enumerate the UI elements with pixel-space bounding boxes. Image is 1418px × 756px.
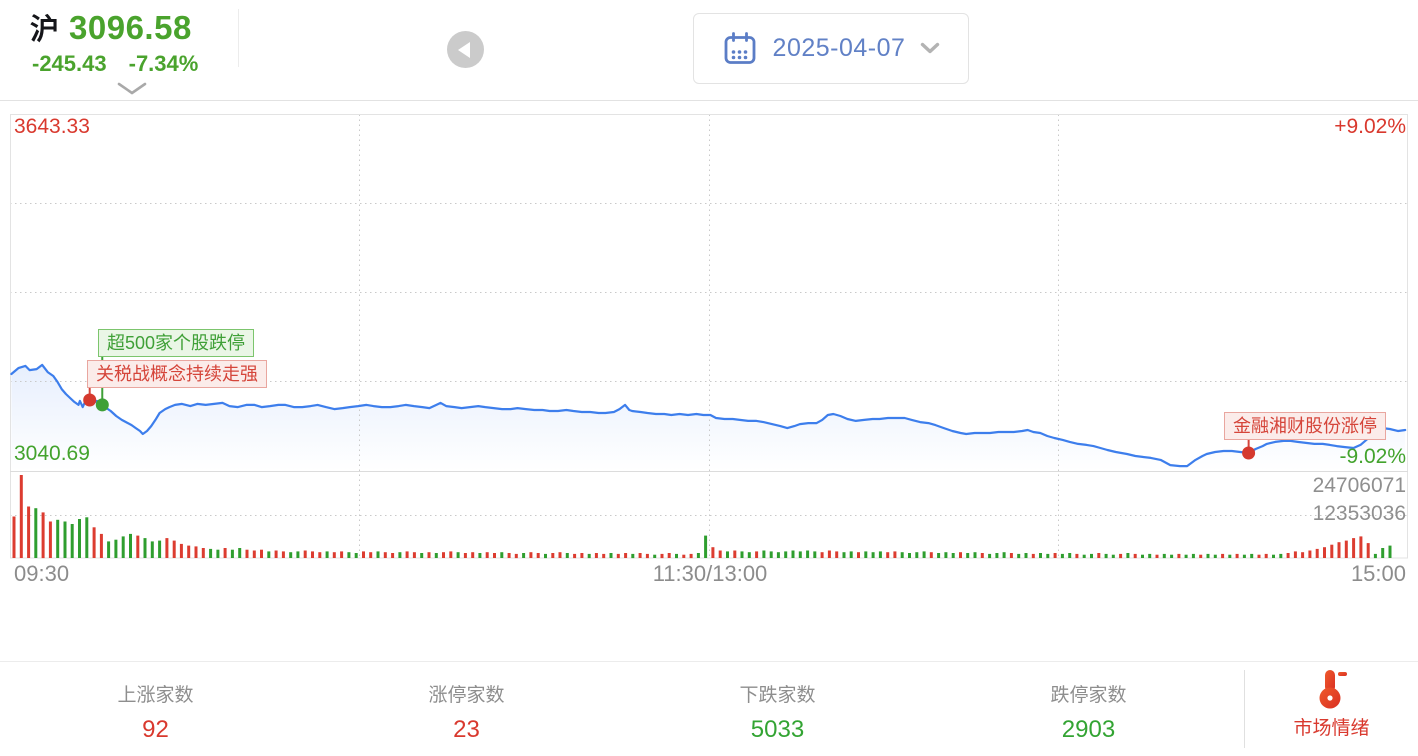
chevron-down-icon [921, 42, 940, 54]
date-picker[interactable]: 2025-04-07 [693, 13, 969, 84]
thermometer-icon [1319, 670, 1347, 709]
axis-price-high: 3643.33 [14, 115, 90, 138]
intraday-chart[interactable]: 3643.33 +9.02% 3040.69 -9.02% 24706071 1… [0, 101, 1418, 661]
axis-pct-high: +9.02% [1334, 115, 1406, 138]
axis-price-low: 3040.69 [14, 442, 90, 465]
chart-canvas [10, 114, 1408, 559]
annotation-tariff-news[interactable]: 关税战概念持续走强 [87, 360, 267, 388]
annotation-xiangcai-news[interactable]: 金融湘财股份涨停 [1224, 412, 1386, 440]
date-value: 2025-04-07 [772, 34, 906, 62]
x-tick-midday: 11:30/13:00 [652, 561, 768, 586]
stat-label: 跌停家数 [1050, 685, 1127, 706]
x-tick-close: 15:00 [1350, 561, 1406, 586]
stat-label: 上涨家数 [117, 685, 194, 706]
stat-limit-up: 涨停家数 23 [311, 662, 622, 756]
index-price: 3096.58 [69, 9, 192, 46]
stat-value: 23 [453, 716, 480, 743]
chevron-down-icon[interactable] [116, 81, 148, 96]
axis-pct-low: -9.02% [1339, 445, 1406, 468]
stat-label: 下跌家数 [739, 685, 816, 706]
back-button[interactable] [447, 31, 484, 68]
stat-label: 涨停家数 [428, 685, 505, 706]
stat-value: 92 [142, 716, 169, 743]
header-divider [238, 9, 239, 67]
calendar-icon [724, 31, 755, 64]
volume-axis-upper: 24706071 [1312, 474, 1406, 497]
x-tick-open: 09:30 [14, 561, 70, 586]
index-quote-selector[interactable]: 沪 3096.58 -245.43 -7.34% [30, 6, 235, 101]
market-sentiment-button[interactable]: 市场情绪 [1245, 662, 1418, 756]
stat-limit-down: 跌停家数 2903 [933, 662, 1244, 756]
back-arrow-icon [458, 41, 470, 58]
footer-divider [1244, 670, 1245, 748]
index-change: -245.43 [32, 51, 107, 76]
header: 沪 3096.58 -245.43 -7.34% 2025-04-07 [0, 0, 1418, 101]
stat-decliners: 下跌家数 5033 [622, 662, 933, 756]
stat-value: 5033 [750, 716, 805, 743]
sentiment-label: 市场情绪 [1293, 718, 1370, 739]
stat-advancers: 上涨家数 92 [0, 662, 311, 756]
index-change-pct: -7.34% [128, 51, 199, 76]
volume-axis-lower: 12353036 [1312, 502, 1406, 525]
market-stats-bar: 上涨家数 92 涨停家数 23 下跌家数 5033 跌停家数 2903 市场情绪 [0, 661, 1418, 756]
annotation-limit-down-news[interactable]: 超500家个股跌停 [98, 329, 255, 357]
market-label: 沪 [30, 14, 60, 46]
stat-value: 2903 [1061, 716, 1116, 743]
